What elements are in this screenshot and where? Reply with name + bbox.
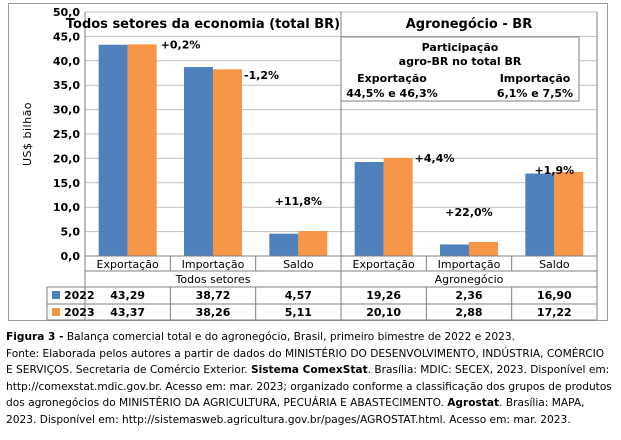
bar-2022 xyxy=(269,233,299,256)
x-tick-label: Exportação xyxy=(97,258,160,271)
change-label: +1,9% xyxy=(534,164,574,177)
bar-2023 xyxy=(213,69,242,256)
panel-title-agro: Agronegócio - BR xyxy=(406,17,532,32)
bar-2022 xyxy=(440,244,469,256)
y-tick-label: 50,0 xyxy=(53,6,80,19)
bar-2022 xyxy=(525,173,555,256)
x-tick-label: Exportação xyxy=(353,258,416,271)
y-tick-label: 15,0 xyxy=(53,177,80,190)
bar-2023 xyxy=(298,231,328,256)
caption-title-line: Figura 3 - Balança comercial total e do … xyxy=(6,329,613,346)
x-tick-label: Saldo xyxy=(539,258,570,271)
source-text-2: . Brasília: MDIC: SECEX, 2023. Disponíve… xyxy=(6,364,612,410)
participation-import-label: Importação xyxy=(500,72,571,85)
table-value: 17,22 xyxy=(537,306,572,319)
y-tick-label: 5,0 xyxy=(61,226,81,239)
participation-subtitle: agro-BR no total BR xyxy=(399,55,522,68)
y-tick-label: 25,0 xyxy=(53,128,80,141)
participation-export-value: 44,5% e 46,3% xyxy=(346,87,437,100)
participation-box xyxy=(340,36,580,102)
source-bold-2: Agrostat xyxy=(447,397,500,410)
bar-2023 xyxy=(469,241,498,256)
table-value: 38,26 xyxy=(196,306,231,319)
change-label: +4,4% xyxy=(415,152,455,165)
table-value: 2,88 xyxy=(455,306,482,319)
table-value: 5,11 xyxy=(285,306,312,319)
participation-import-value: 6,1% e 7,5% xyxy=(497,87,573,100)
legend-label: 2022 xyxy=(64,289,95,302)
change-label: +0,2% xyxy=(161,38,201,51)
y-tick-label: 30,0 xyxy=(53,104,80,117)
table-value: 2,36 xyxy=(455,289,482,302)
caption-source: Fonte: Elaborada pelos autores a partir … xyxy=(6,346,613,429)
table-value: 4,57 xyxy=(285,289,312,302)
x-tick-label: Importação xyxy=(438,258,501,271)
bar-2022 xyxy=(354,162,384,256)
bar-2023 xyxy=(127,44,157,256)
group-label: Todos setores xyxy=(175,273,251,286)
table-value: 43,29 xyxy=(110,289,145,302)
y-tick-label: 45,0 xyxy=(53,30,80,43)
panel-title-total: Todos setores da economia (total BR) xyxy=(66,17,340,32)
legend-key-2023 xyxy=(52,308,60,316)
participation-export-label: Exportação xyxy=(357,72,427,85)
table-value: 16,90 xyxy=(537,289,572,302)
source-bold-1: Sistema ComexStat xyxy=(250,364,368,377)
y-axis-title: US$ bilhão xyxy=(21,102,34,166)
source-text-3: . Brasília: MAPA, 2023. Disponível em: h… xyxy=(6,397,585,426)
figure-title: Balança comercial total e do agronegócio… xyxy=(63,331,515,343)
figure-caption: Figura 3 - Balança comercial total e do … xyxy=(6,329,613,429)
change-label: +11,8% xyxy=(275,195,322,208)
group-label: Agronegócio xyxy=(435,273,504,286)
change-label: +22,0% xyxy=(445,206,492,219)
legend-label: 2023 xyxy=(64,306,95,319)
chart-frame: 0,0 5,0 10,0 15,0 20,0 25,0 30,0 35,0 40,0 45,0 50… xyxy=(8,3,608,321)
legend-key-2022 xyxy=(52,291,60,299)
change-label: -1,2% xyxy=(244,69,279,82)
table-value: 43,37 xyxy=(110,306,145,319)
figure-label: Figura 3 - xyxy=(6,331,64,343)
y-tick-label: 10,0 xyxy=(53,201,80,214)
source-text-1: Fonte: Elaborada pelos autores a partir … xyxy=(6,347,605,377)
table-value: 38,72 xyxy=(196,289,231,302)
bar-2023 xyxy=(383,157,413,256)
participation-title: Participação xyxy=(422,41,499,54)
x-tick-label: Importação xyxy=(182,258,245,271)
bar-2023 xyxy=(554,171,584,256)
y-tick-label: 0,0 xyxy=(61,250,81,263)
bar-chart: 0,0 5,0 10,0 15,0 20,0 25,0 30,0 35,0 40,0 45,0 50… xyxy=(21,6,598,321)
bar-2022 xyxy=(184,67,213,256)
bar-2022 xyxy=(98,44,128,257)
y-tick-label: 35,0 xyxy=(53,79,80,92)
table-value: 19,26 xyxy=(366,289,401,302)
table-value: 20,10 xyxy=(366,306,401,319)
y-tick-label: 20,0 xyxy=(53,152,80,165)
y-tick-label: 40,0 xyxy=(53,55,80,68)
x-tick-label: Saldo xyxy=(283,258,314,271)
